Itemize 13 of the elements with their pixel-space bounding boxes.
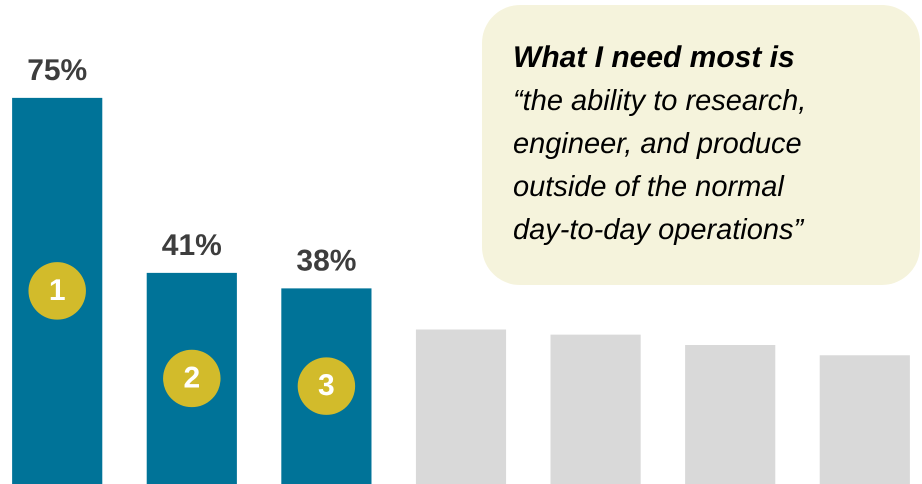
annotation: 3 — [318, 369, 335, 402]
annotation: 1 — [48, 274, 66, 307]
bar — [550, 334, 641, 484]
annotation: What I need most is — [513, 41, 795, 74]
bar — [416, 330, 506, 484]
annotation: “the ability to research, engineer, and produce outside of the normal day-to-day operations” — [513, 85, 806, 246]
bar — [685, 344, 776, 484]
annotation: 2 — [183, 361, 200, 394]
bar — [820, 355, 910, 484]
bar — [12, 98, 102, 484]
data-label: 38% — [296, 244, 356, 278]
data-label: 75% — [27, 54, 88, 87]
data-label: 41% — [162, 228, 222, 262]
